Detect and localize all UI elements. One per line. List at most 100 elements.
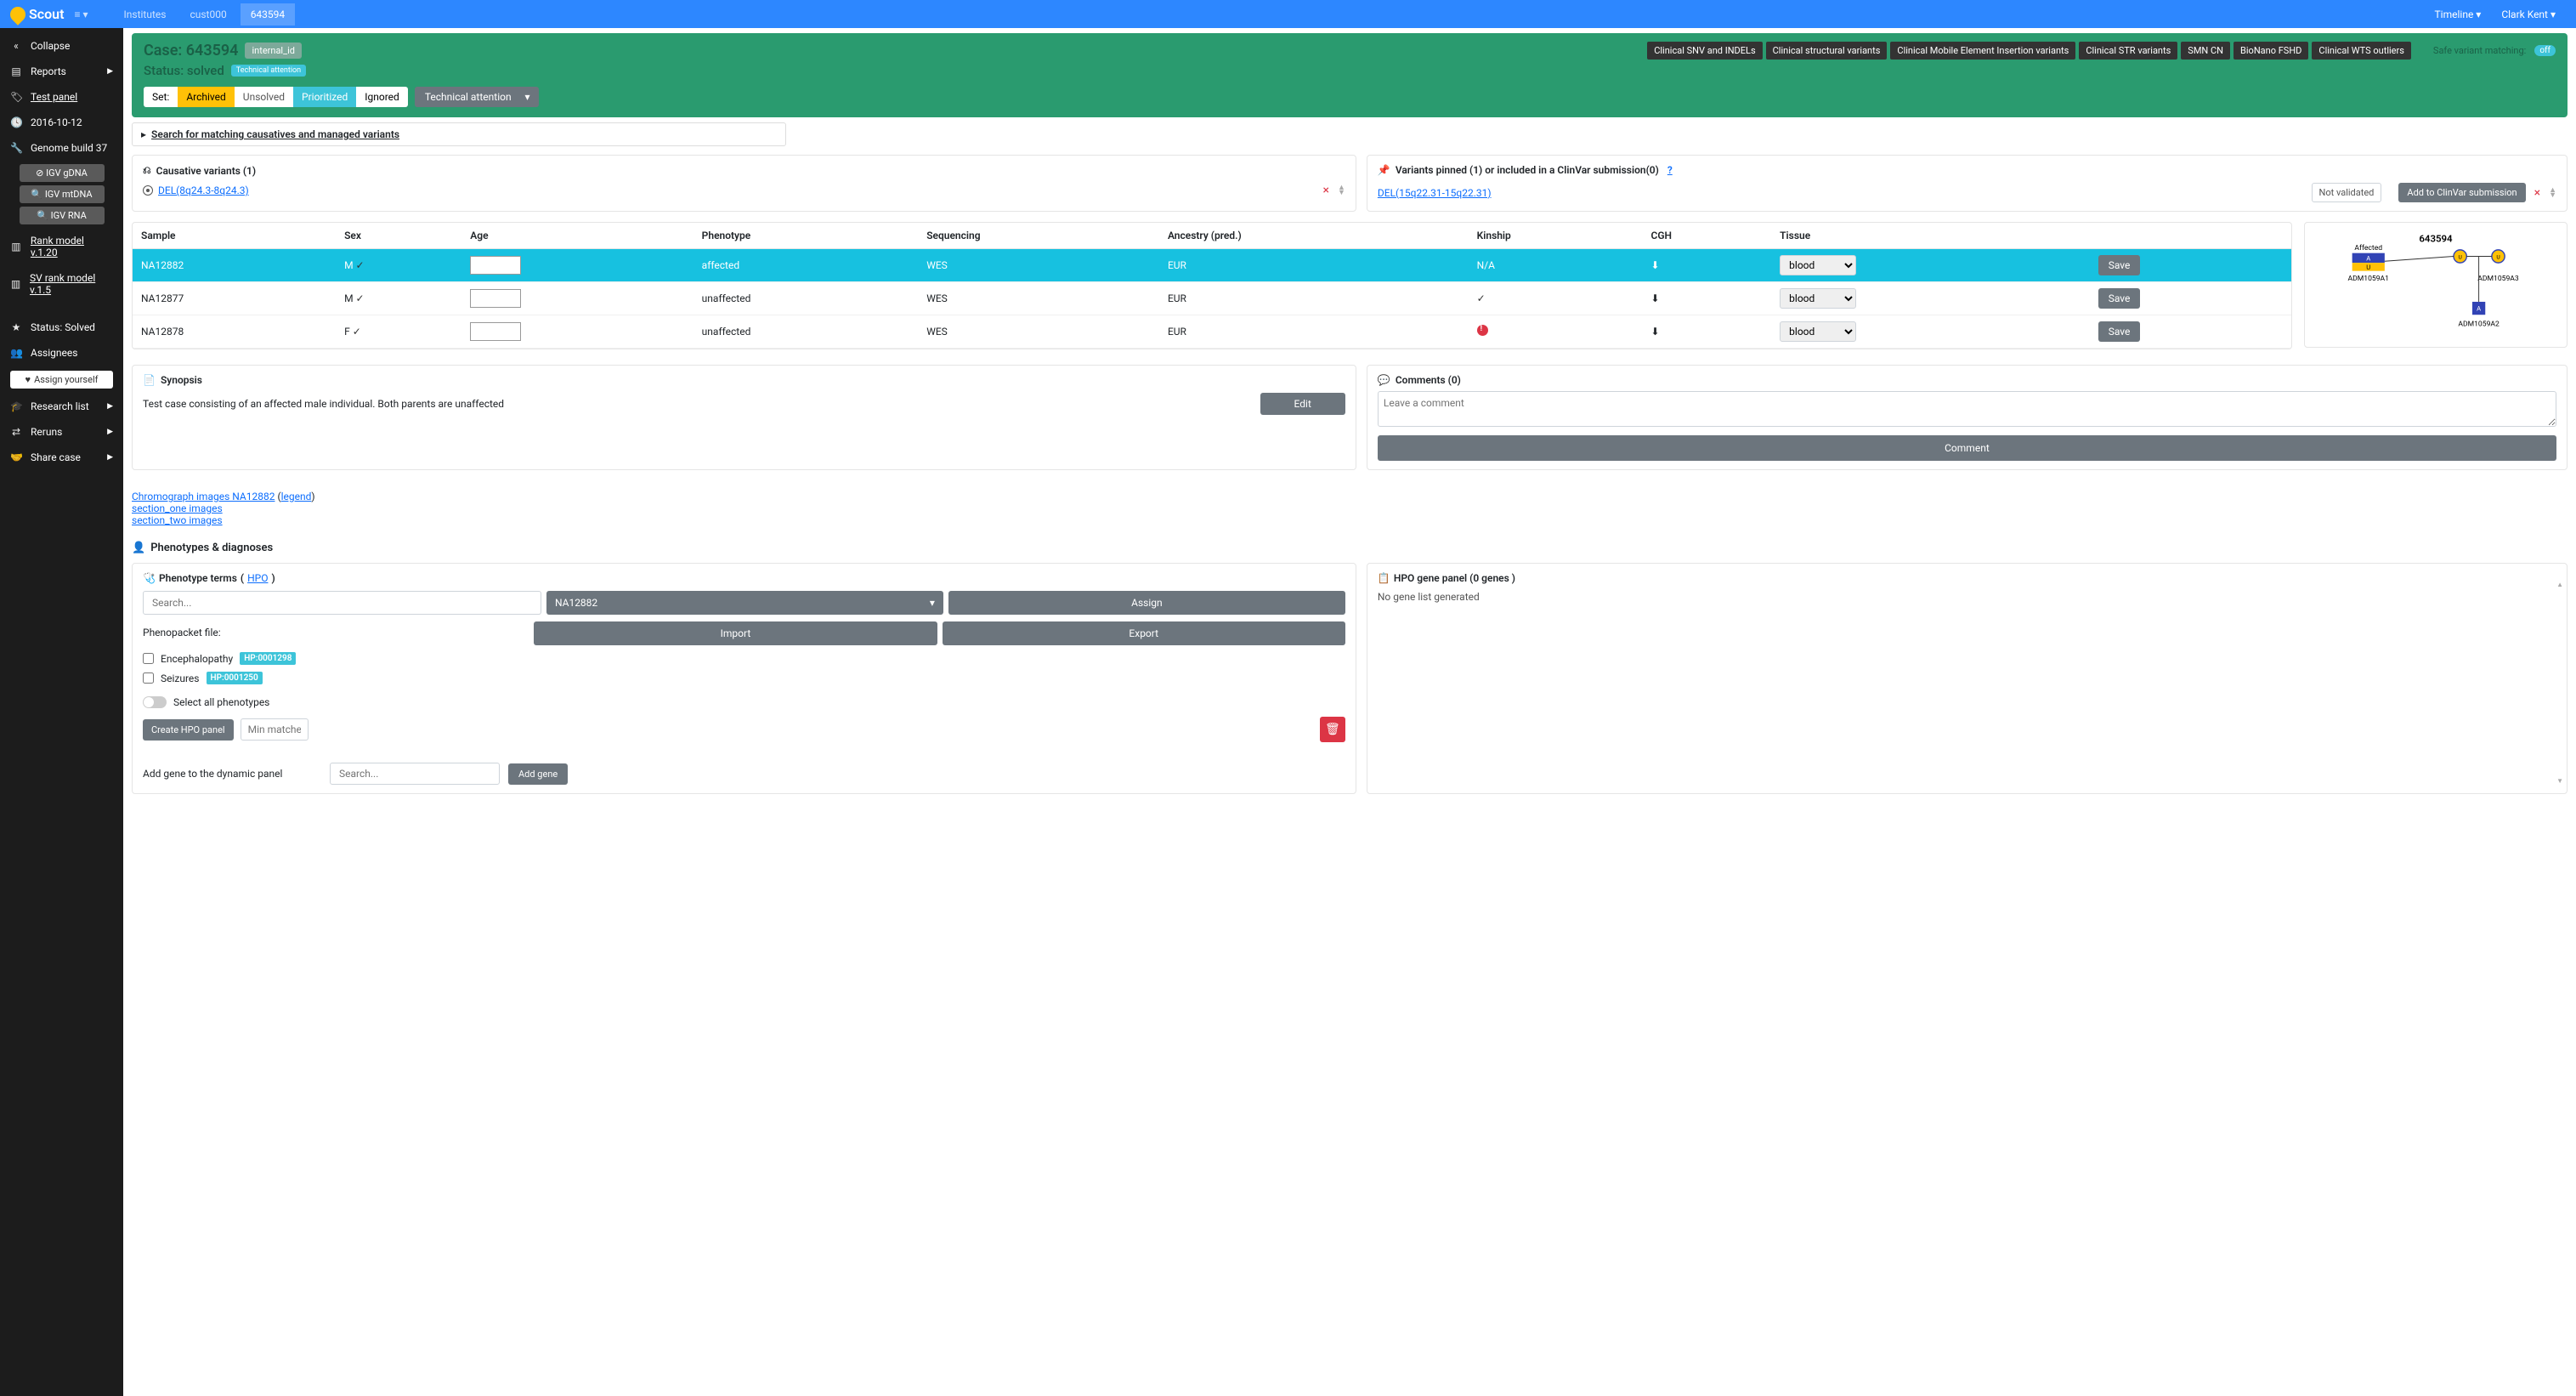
legend-link[interactable]: legend [281,491,312,502]
individual-select[interactable]: NA12882▾ [546,591,943,615]
age-input[interactable] [470,256,521,275]
sort-icon[interactable]: ▲▼ [1338,185,1345,196]
nav-timeline[interactable]: Timeline ▾ [2425,3,2492,26]
caret-right-icon: ▸ [141,128,146,140]
delete-hpo-button[interactable]: 🗑 [1320,717,1345,742]
table-row[interactable]: NA12878 F ✓ unaffected WES EUR ⬇ blood S… [133,315,2291,349]
search-causatives-bar[interactable]: ▸Search for matching causatives and mana… [132,122,786,146]
prioritized-button[interactable]: Prioritized [293,87,356,107]
variant-status-icon [143,185,153,196]
igv-rna-button[interactable]: 🔍 IGV RNA [20,207,105,224]
save-button[interactable]: Save [2098,321,2141,342]
hpo-badge[interactable]: HP:0001298 [240,652,296,665]
import-button[interactable]: Import [534,621,937,645]
pill-wts[interactable]: Clinical WTS outliers [2312,42,2411,60]
chromograph-link[interactable]: Chromograph images NA12882 [132,491,275,502]
sample-id: NA12882 [133,249,336,282]
kinship-cell [1469,315,1643,349]
download-icon[interactable]: ⬇ [1651,292,1660,304]
age-input[interactable] [470,289,521,308]
pill-snv[interactable]: Clinical SNV and INDELs [1647,42,1762,60]
synopsis-title: Synopsis [161,374,202,386]
phenotype-terms-panel: 🩺Phenotype terms (HPO) NA12882▾ Assign P… [132,563,1356,794]
comment-icon: 💬 [1378,374,1390,386]
assign-yourself-button[interactable]: ♥Assign yourself [10,371,113,389]
section-one-link[interactable]: section_one images [132,502,223,514]
pill-mei[interactable]: Clinical Mobile Element Insertion varian… [1890,42,2075,60]
ignored-button[interactable]: Ignored [356,87,408,107]
assign-button[interactable]: Assign [948,591,1345,615]
phenotype-checkbox[interactable] [143,653,154,664]
pill-sv[interactable]: Clinical structural variants [1766,42,1888,60]
min-matches-input[interactable] [241,718,309,741]
remove-pinned-button[interactable]: × [2534,186,2540,200]
nav-customer[interactable]: cust000 [179,3,236,26]
pill-smn[interactable]: SMN CN [2181,42,2230,60]
igv-mtdna-button[interactable]: 🔍 IGV mtDNA [20,185,105,203]
sidebar-reruns[interactable]: ⇄Reruns▶ [0,419,123,445]
section-two-link[interactable]: section_two images [132,514,223,526]
tissue-select[interactable]: blood [1780,321,1856,342]
sidebar-date[interactable]: 🕓2016-10-12 [0,110,123,135]
samples-table: SampleSexAgePhenotypeSequencingAncestry … [132,222,2292,349]
pinned-help-link[interactable]: ? [1667,164,1673,176]
not-validated-badge[interactable]: Not validated [2312,183,2382,202]
phenotype-search-input[interactable] [143,591,541,615]
sidebar-sv-rank-model[interactable]: ▥SV rank model v.1.5 [0,265,123,303]
sex-cell: M ✓ [336,282,461,315]
wrench-icon: 🔧 [10,142,22,154]
edit-synopsis-button[interactable]: Edit [1260,393,1345,415]
pill-str[interactable]: Clinical STR variants [2079,42,2177,60]
hpo-link[interactable]: HPO [247,572,268,584]
pinned-variant-link[interactable]: DEL(15q22.31-15q22.31) [1378,187,1492,199]
sort-icon[interactable]: ▲▼ [2549,188,2556,198]
brand[interactable]: Scout [10,6,64,22]
sidebar-test-panel[interactable]: 🏷Test panel [0,84,123,110]
create-hpo-panel-button[interactable]: Create HPO panel [143,719,234,741]
download-icon[interactable]: ⬇ [1651,326,1660,338]
causative-variant-link[interactable]: DEL(8q24.3-8q24.3) [158,184,249,196]
unsolved-button[interactable]: Unsolved [235,87,293,107]
add-gene-button[interactable]: Add gene [508,763,568,785]
pill-fshd[interactable]: BioNano FSHD [2233,42,2308,60]
nav-case[interactable]: 643594 [241,3,295,26]
download-icon[interactable]: ⬇ [1651,259,1660,271]
safe-matching-toggle[interactable]: off [2534,45,2556,56]
sidebar-share-case[interactable]: 🤝Share case▶ [0,445,123,470]
sidebar-research-list[interactable]: 🎓Research list▶ [0,394,123,419]
table-row[interactable]: NA12877 M ✓ unaffected WES EUR ✓ ⬇ blood… [133,282,2291,315]
sidebar-assignees[interactable]: 👥Assignees [0,340,123,366]
comment-textarea[interactable] [1378,391,2556,427]
attention-dropdown[interactable]: Technical attention [415,87,539,107]
nav-menu-icon[interactable]: ≡ ▾ [64,3,98,26]
tissue-select[interactable]: blood [1780,255,1856,275]
age-input[interactable] [470,322,521,341]
sidebar-rank-model[interactable]: ▥Rank model v.1.20 [0,228,123,265]
comment-button[interactable]: Comment [1378,435,2556,461]
status-text: Status: solved [144,63,224,78]
igv-gdna-button[interactable]: ⊘ IGV gDNA [20,164,105,182]
nav-user[interactable]: Clark Kent ▾ [2491,3,2566,26]
sidebar-genome-build[interactable]: 🔧Genome build 37 [0,135,123,161]
export-button[interactable]: Export [943,621,1345,645]
svg-text:A: A [2366,254,2370,262]
variant-type-pills: Clinical SNV and INDELs Clinical structu… [1647,42,2556,60]
sidebar-status[interactable]: ★Status: Solved [0,315,123,340]
phenotype-checkbox[interactable] [143,672,154,684]
archived-button[interactable]: Archived [178,87,234,107]
phenotype-cell: affected [694,249,919,282]
nav-institutes[interactable]: Institutes [113,3,176,26]
save-button[interactable]: Save [2098,288,2141,309]
sidebar-collapse[interactable]: «Collapse [0,33,123,59]
table-row[interactable]: NA12882 M ✓ affected WES EUR N/A ⬇ blood… [133,249,2291,282]
phenotype-cell: unaffected [694,315,919,349]
gene-search-input[interactable] [330,763,500,785]
select-all-toggle[interactable] [143,696,167,708]
remove-causative-button[interactable]: × [1322,184,1328,197]
hpo-badge[interactable]: HP:0001250 [207,672,263,684]
sample-id: NA12877 [133,282,336,315]
save-button[interactable]: Save [2098,255,2141,275]
tissue-select[interactable]: blood [1780,288,1856,309]
clinvar-button[interactable]: Add to ClinVar submission [2398,183,2525,202]
sidebar-reports[interactable]: ▤Reports▶ [0,59,123,84]
